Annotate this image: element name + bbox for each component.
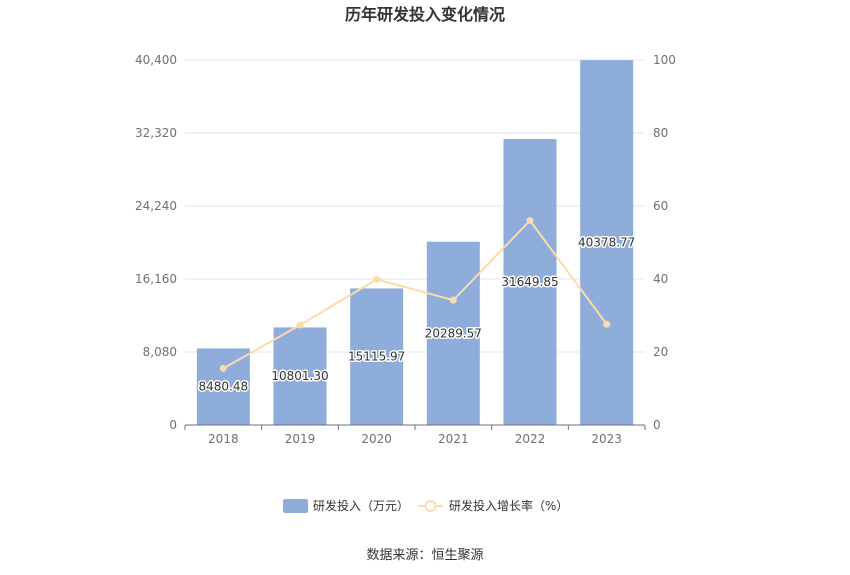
chart-title: 历年研发投入变化情况	[345, 5, 505, 24]
y-right-tick-label: 60	[653, 199, 668, 213]
bar-data-labels: 8480.48 10801.30 15115.97 20289.57 31649.85 4…	[197, 234, 637, 395]
y-right-tick-label: 100	[653, 53, 676, 67]
bar-2021[interactable]	[426, 241, 480, 425]
x-tick-label: 2018	[208, 432, 239, 446]
legend-label-line[interactable]: 研发投入增长率（%）	[449, 498, 568, 513]
growth-rate-point-2018[interactable]	[219, 364, 227, 372]
legend-swatch-marker[interactable]	[424, 500, 437, 512]
y-left-tick-label: 8,080	[143, 345, 177, 359]
source-note: 数据来源：恒生聚源	[366, 548, 483, 563]
bar-2020[interactable]	[350, 288, 404, 425]
growth-rate-point-2019[interactable]	[296, 321, 304, 329]
growth-rate-point-2020[interactable]	[373, 275, 381, 283]
x-tick-label: 2023	[591, 432, 622, 446]
y-left-tick-label: 16,160	[135, 272, 177, 286]
bar-2022[interactable]	[503, 139, 557, 425]
bar-value-label: 8480.48	[199, 380, 249, 394]
legend-swatch-bar[interactable]	[283, 499, 308, 513]
x-tick-label: 2020	[361, 432, 392, 446]
y-right-tick-label: 80	[653, 126, 668, 140]
y-left-tick-label: 0	[169, 418, 177, 432]
growth-rate-point-2021[interactable]	[449, 296, 457, 304]
y-right-tick-label: 40	[653, 272, 668, 286]
bar-2019[interactable]	[273, 327, 327, 425]
y-axis-right: 0 20 40 60 80 100	[653, 53, 676, 432]
bar-value-label: 15115.97	[348, 350, 405, 364]
x-tick-label: 2022	[515, 432, 546, 446]
grid-lines	[185, 59, 645, 353]
legend: 研发投入（万元） 研发投入增长率（%）	[283, 498, 568, 513]
bar-series	[196, 60, 634, 426]
y-left-tick-label: 24,240	[135, 199, 177, 213]
bar-2023[interactable]	[580, 60, 634, 426]
bar-value-label: 31649.85	[501, 275, 558, 289]
growth-rate-point-2022[interactable]	[526, 217, 534, 225]
x-axis: 2018 2019 2020 2021 2022 2023	[184, 424, 646, 446]
line-series	[219, 217, 611, 372]
y-left-tick-label: 32,320	[135, 126, 177, 140]
bar-value-label: 40378.77	[578, 236, 635, 250]
y-right-tick-label: 0	[653, 418, 661, 432]
y-left-tick-label: 40,400	[135, 53, 177, 67]
x-tick-label: 2021	[438, 432, 469, 446]
bar-value-label: 10801.30	[271, 369, 328, 383]
x-tick-label: 2019	[285, 432, 316, 446]
legend-label-bar[interactable]: 研发投入（万元）	[313, 498, 409, 513]
bar-value-label: 20289.57	[425, 326, 482, 340]
bar-2018[interactable]	[196, 348, 250, 425]
y-axis-left: 0 8,080 16,160 24,240 32,320 40,400	[135, 53, 177, 432]
y-right-tick-label: 20	[653, 345, 668, 359]
growth-rate-line	[222, 219, 608, 370]
growth-rate-point-2023[interactable]	[603, 320, 611, 328]
